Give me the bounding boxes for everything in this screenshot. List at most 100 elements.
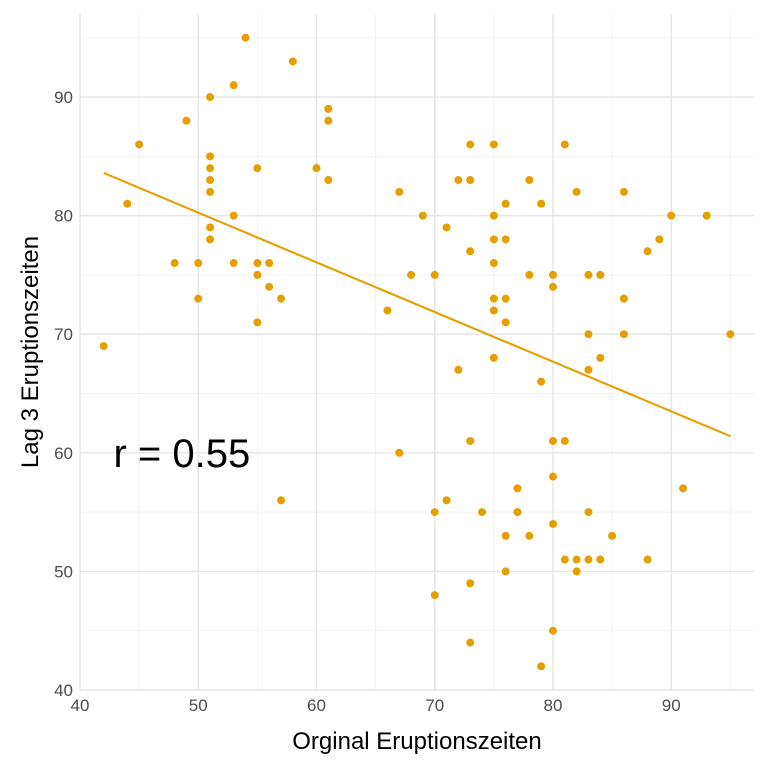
- data-point: [560, 140, 569, 149]
- data-point: [206, 187, 215, 196]
- y-tick-label: 40: [54, 681, 73, 700]
- data-point: [572, 555, 581, 564]
- x-axis-title: Orginal Eruptionszeiten: [292, 728, 541, 755]
- y-tick-label: 70: [54, 325, 73, 344]
- data-point: [619, 330, 628, 339]
- data-point: [277, 496, 286, 505]
- data-point: [418, 211, 427, 220]
- data-point: [702, 211, 711, 220]
- data-point: [324, 176, 333, 185]
- data-point: [537, 199, 546, 208]
- data-point: [501, 567, 510, 576]
- data-point: [548, 436, 557, 445]
- data-point: [430, 591, 439, 600]
- data-point: [679, 484, 688, 493]
- data-point: [572, 187, 581, 196]
- data-point: [442, 223, 451, 232]
- data-point: [206, 164, 215, 173]
- x-tick-label: 40: [71, 696, 90, 715]
- data-point: [466, 436, 475, 445]
- data-point: [253, 259, 262, 268]
- data-point: [560, 436, 569, 445]
- data-point: [667, 211, 676, 220]
- data-point: [584, 508, 593, 517]
- data-point: [229, 259, 238, 268]
- x-tick-label: 50: [189, 696, 208, 715]
- data-point: [489, 140, 498, 149]
- y-tick-label: 80: [54, 207, 73, 226]
- data-point: [548, 626, 557, 635]
- data-point: [442, 496, 451, 505]
- data-point: [501, 318, 510, 327]
- x-tick-label: 90: [662, 696, 681, 715]
- data-point: [466, 176, 475, 185]
- data-point: [324, 116, 333, 125]
- data-point: [194, 294, 203, 303]
- data-point: [489, 211, 498, 220]
- data-point: [513, 508, 522, 517]
- data-point: [584, 270, 593, 279]
- data-point: [229, 211, 238, 220]
- data-point: [466, 638, 475, 647]
- data-point: [584, 365, 593, 374]
- data-point: [135, 140, 144, 149]
- data-point: [478, 508, 487, 517]
- data-point: [312, 164, 321, 173]
- data-point: [229, 81, 238, 90]
- data-point: [241, 33, 250, 42]
- trend-line-group: [103, 171, 731, 438]
- data-point: [489, 294, 498, 303]
- data-point: [513, 484, 522, 493]
- data-point: [430, 270, 439, 279]
- grid-lines: [79, 14, 754, 691]
- data-point: [253, 164, 262, 173]
- data-point: [489, 259, 498, 268]
- data-point: [548, 472, 557, 481]
- data-point: [643, 247, 652, 256]
- data-point: [324, 104, 333, 113]
- data-point: [170, 259, 179, 268]
- data-point: [206, 176, 215, 185]
- trend-line: [103, 171, 731, 438]
- data-point: [537, 662, 546, 671]
- data-point: [466, 140, 475, 149]
- x-tick-label: 70: [425, 696, 444, 715]
- data-point: [537, 377, 546, 386]
- data-point: [572, 567, 581, 576]
- data-point: [277, 294, 286, 303]
- data-point: [206, 93, 215, 102]
- y-axis-title: Lag 3 Eruptionszeiten: [17, 236, 44, 468]
- tick-labels: 40 50 60 70 80 90 40 50 60 70 80 90: [54, 88, 681, 715]
- data-point: [643, 555, 652, 564]
- data-point: [501, 531, 510, 540]
- data-point: [454, 176, 463, 185]
- data-point: [194, 259, 203, 268]
- x-tick-label: 80: [544, 696, 563, 715]
- data-point: [584, 555, 593, 564]
- data-points: [99, 33, 735, 671]
- y-tick-label: 90: [54, 88, 73, 107]
- data-point: [206, 235, 215, 244]
- data-point: [182, 116, 191, 125]
- data-point: [265, 259, 274, 268]
- x-tick-label: 60: [307, 696, 326, 715]
- data-point: [548, 519, 557, 528]
- data-point: [619, 187, 628, 196]
- data-point: [596, 353, 605, 362]
- data-point: [99, 342, 108, 351]
- y-tick-label: 60: [54, 444, 73, 463]
- data-point: [288, 57, 297, 66]
- data-point: [454, 365, 463, 374]
- data-point: [525, 531, 534, 540]
- data-point: [395, 187, 404, 196]
- data-point: [501, 199, 510, 208]
- data-point: [726, 330, 735, 339]
- data-point: [596, 555, 605, 564]
- data-point: [548, 282, 557, 291]
- data-point: [655, 235, 664, 244]
- data-point: [596, 270, 605, 279]
- data-point: [206, 152, 215, 161]
- data-point: [501, 294, 510, 303]
- data-point: [395, 448, 404, 457]
